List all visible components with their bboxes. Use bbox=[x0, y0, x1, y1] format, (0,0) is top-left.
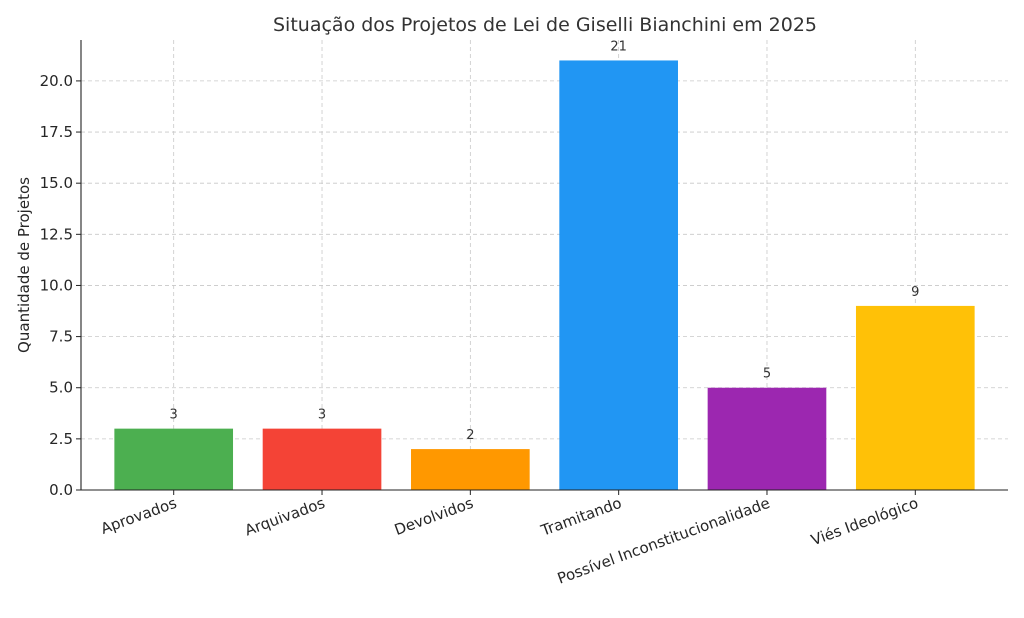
y-tick-label: 12.5 bbox=[40, 225, 73, 243]
data-label: 3 bbox=[318, 408, 326, 423]
x-tick-label: Aprovados bbox=[98, 494, 179, 538]
y-tick-label: 20.0 bbox=[40, 72, 73, 90]
y-axis-title: Quantidade de Projetos bbox=[15, 177, 33, 353]
x-tick-label: Arquivados bbox=[242, 494, 327, 540]
bar-tramitando bbox=[559, 60, 678, 491]
y-tick-label: 5.0 bbox=[49, 379, 73, 397]
data-label: 21 bbox=[610, 39, 627, 54]
y-tick-label: 0.0 bbox=[49, 481, 73, 499]
data-label: 3 bbox=[170, 408, 178, 423]
x-tick-label: Tramitando bbox=[538, 494, 624, 540]
data-label: 9 bbox=[911, 285, 919, 300]
bar-devolvidos bbox=[411, 449, 530, 490]
data-labels: 3 3 2 21 5 9 bbox=[170, 39, 920, 443]
y-tick-label: 7.5 bbox=[49, 328, 73, 346]
bar-poss-vel-inconstitucionalidade bbox=[707, 387, 827, 490]
y-tick-label: 10.0 bbox=[40, 276, 73, 294]
bars bbox=[114, 60, 975, 491]
chart-title: Situação dos Projetos de Lei de Giselli … bbox=[273, 14, 817, 36]
x-tick-label: Devolvidos bbox=[392, 494, 476, 539]
bar-aprovados bbox=[114, 428, 234, 490]
y-tick-label: 15.0 bbox=[40, 174, 73, 192]
x-tick-label: Viés Ideológico bbox=[809, 494, 921, 549]
y-tick-label: 2.5 bbox=[49, 430, 73, 448]
bar-arquivados bbox=[262, 428, 382, 490]
y-tick-label: 17.5 bbox=[40, 123, 73, 141]
data-label: 2 bbox=[466, 428, 474, 443]
bar-vi-s-ideol-gico bbox=[855, 305, 975, 490]
data-label: 5 bbox=[763, 367, 771, 382]
